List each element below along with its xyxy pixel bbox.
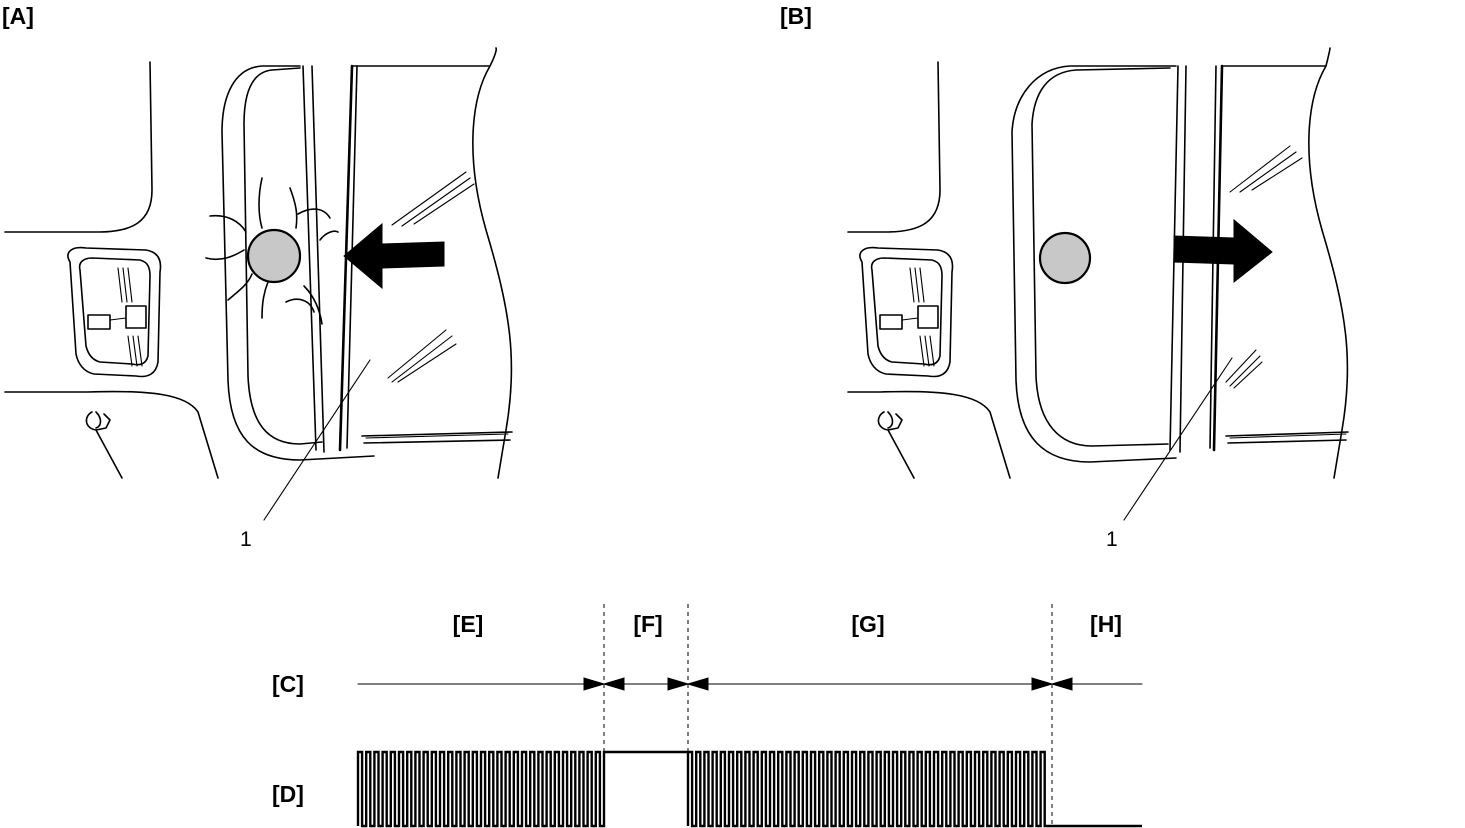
panel-b-label: [B] — [780, 3, 812, 29]
lower-trim — [4, 390, 219, 479]
obstacle-ball — [246, 228, 302, 284]
callout-number: 1 — [1106, 528, 1118, 551]
door-frame-outer — [221, 65, 375, 461]
door-sill — [361, 431, 513, 444]
period-label-f: [F] — [633, 611, 662, 637]
door-strip — [311, 65, 325, 453]
panel-a-label: [A] — [2, 3, 34, 29]
door-strip — [302, 65, 317, 451]
timing-chart: [E] [F] [G] [H] [C] [D] — [272, 604, 1143, 828]
lower-trim — [847, 390, 1011, 479]
door-frame-outer — [1011, 65, 1177, 463]
panel-a: [A] — [2, 3, 513, 551]
callout-leader — [263, 359, 371, 521]
hook — [877, 411, 915, 479]
row-label-c: [C] — [272, 671, 304, 697]
period-label-h: [H] — [1090, 611, 1122, 637]
time-axis-c — [357, 677, 1143, 691]
door-sill — [1225, 431, 1349, 444]
hook — [85, 411, 123, 479]
panel-b: [B] — [780, 3, 1349, 551]
period-label-e: [E] — [453, 611, 484, 637]
callout-number: 1 — [240, 528, 252, 551]
pillar-edge — [4, 61, 153, 233]
door-glass-outline — [1221, 47, 1349, 479]
period-label-g: [G] — [851, 611, 884, 637]
callout-leader — [1123, 357, 1233, 521]
glass-reflection — [387, 171, 475, 383]
switch-panel — [859, 246, 954, 378]
signal-waveform-d — [356, 750, 1142, 828]
reverse-direction-arrow — [1173, 218, 1273, 284]
close-direction-arrow — [343, 222, 445, 290]
impact-lines — [205, 177, 339, 325]
door-frame-inner — [243, 67, 323, 445]
row-label-d: [D] — [272, 781, 304, 807]
pillar-edge — [847, 61, 941, 233]
door-frame-inner — [1031, 67, 1171, 447]
door-glass-outline — [351, 47, 513, 479]
obstacle-ball — [1038, 231, 1092, 285]
switch-panel — [67, 246, 162, 378]
glass-reflection — [1225, 145, 1303, 389]
